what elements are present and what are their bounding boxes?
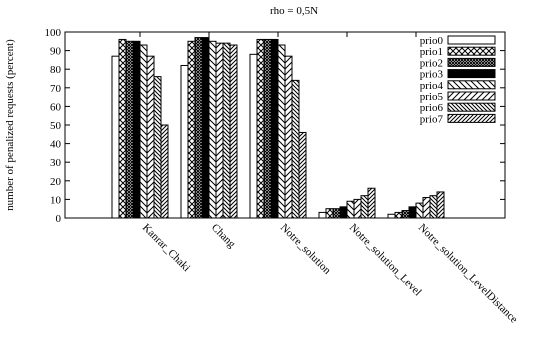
bar-prio4-4 bbox=[415, 202, 424, 219]
legend-swatch-prio1 bbox=[447, 46, 496, 56]
bar-prio4-3 bbox=[346, 200, 355, 219]
legend-label-prio5: prio5 bbox=[420, 91, 444, 103]
y-tick-label: 80 bbox=[50, 64, 62, 76]
bar-prio0-3 bbox=[318, 211, 327, 219]
legend-swatch-prio0 bbox=[447, 35, 496, 45]
bar-prio1-2 bbox=[256, 38, 265, 219]
bar-prio3-1 bbox=[201, 37, 210, 219]
y-tick-label: 100 bbox=[45, 27, 62, 39]
y-tick-label: 30 bbox=[50, 157, 62, 169]
bar-prio4-2 bbox=[277, 44, 286, 219]
legend-swatch-prio7 bbox=[447, 113, 496, 123]
bar-prio1-3 bbox=[325, 208, 334, 219]
y-tick-label: 40 bbox=[50, 139, 62, 151]
legend-label-prio3: prio3 bbox=[420, 69, 444, 81]
y-tick-label: 20 bbox=[50, 176, 62, 188]
bar-prio2-1 bbox=[194, 37, 203, 219]
legend-swatch-prio3 bbox=[447, 69, 496, 79]
bar-prio7-3 bbox=[367, 187, 376, 219]
legend-label-prio2: prio2 bbox=[420, 57, 443, 69]
legend-label-prio4: prio4 bbox=[420, 80, 444, 92]
y-tick-label: 70 bbox=[50, 83, 62, 95]
bar-prio6-4 bbox=[429, 195, 438, 219]
bar-prio1-1 bbox=[187, 40, 196, 219]
bar-prio4-0 bbox=[139, 44, 148, 219]
x-tick-label: Notre_solution_Level bbox=[347, 222, 424, 299]
bar-prio3-0 bbox=[132, 40, 141, 219]
legend-label-prio1: prio1 bbox=[420, 46, 443, 58]
legend-swatch-prio6 bbox=[447, 102, 496, 112]
x-tick-label: Kanrar_Chaki bbox=[140, 222, 193, 275]
x-tick-label: Notre_solution bbox=[278, 222, 334, 278]
bar-prio1-4 bbox=[394, 211, 403, 219]
bar-prio2-4 bbox=[401, 210, 410, 219]
y-tick-label: 50 bbox=[50, 120, 62, 132]
bar-prio2-0 bbox=[125, 40, 134, 219]
x-tick-label: Notre_solution_LevelDistance bbox=[416, 222, 520, 326]
bar-prio7-0 bbox=[160, 124, 169, 219]
bar-prio5-3 bbox=[353, 198, 362, 219]
legend-label-prio7: prio7 bbox=[420, 113, 444, 125]
x-tick-label: Chang bbox=[209, 222, 238, 251]
bar-prio2-3 bbox=[332, 208, 341, 219]
y-tick-label: 0 bbox=[56, 213, 62, 225]
legend-label-prio6: prio6 bbox=[420, 102, 444, 114]
legend-label-prio0: prio0 bbox=[420, 35, 444, 47]
bar-prio6-3 bbox=[360, 195, 369, 219]
bar-prio0-4 bbox=[387, 213, 396, 219]
bar-prio3-2 bbox=[270, 38, 279, 219]
bar-prio6-2 bbox=[291, 79, 300, 219]
chart-title: rho = 0,5N bbox=[270, 5, 318, 17]
bar-prio2-2 bbox=[263, 38, 272, 219]
bar-prio0-1 bbox=[180, 64, 189, 219]
bar-prio7-1 bbox=[229, 44, 238, 219]
y-tick-label: 10 bbox=[50, 194, 62, 206]
bar-prio3-3 bbox=[339, 206, 348, 219]
legend-swatch-prio5 bbox=[447, 91, 496, 101]
bar-prio7-4 bbox=[436, 191, 445, 219]
bar-prio0-2 bbox=[249, 53, 258, 219]
legend-swatch-prio4 bbox=[447, 80, 496, 90]
bar-prio5-2 bbox=[284, 55, 293, 219]
bar-prio3-4 bbox=[408, 206, 417, 219]
y-axis-label: number of penalized requests (percent) bbox=[4, 39, 16, 211]
bar-prio4-1 bbox=[208, 40, 217, 219]
y-tick-label: 60 bbox=[50, 101, 62, 113]
bar-prio5-0 bbox=[146, 55, 155, 219]
bar-prio0-0 bbox=[111, 55, 120, 219]
legend-swatch-prio2 bbox=[447, 57, 496, 67]
bar-prio6-1 bbox=[222, 42, 231, 219]
bar-prio6-0 bbox=[153, 76, 162, 219]
y-tick-label: 90 bbox=[50, 46, 62, 58]
bar-prio5-1 bbox=[215, 42, 224, 219]
bar-prio7-2 bbox=[298, 131, 307, 219]
bar-prio5-4 bbox=[422, 197, 431, 219]
bar-prio1-0 bbox=[118, 38, 127, 219]
